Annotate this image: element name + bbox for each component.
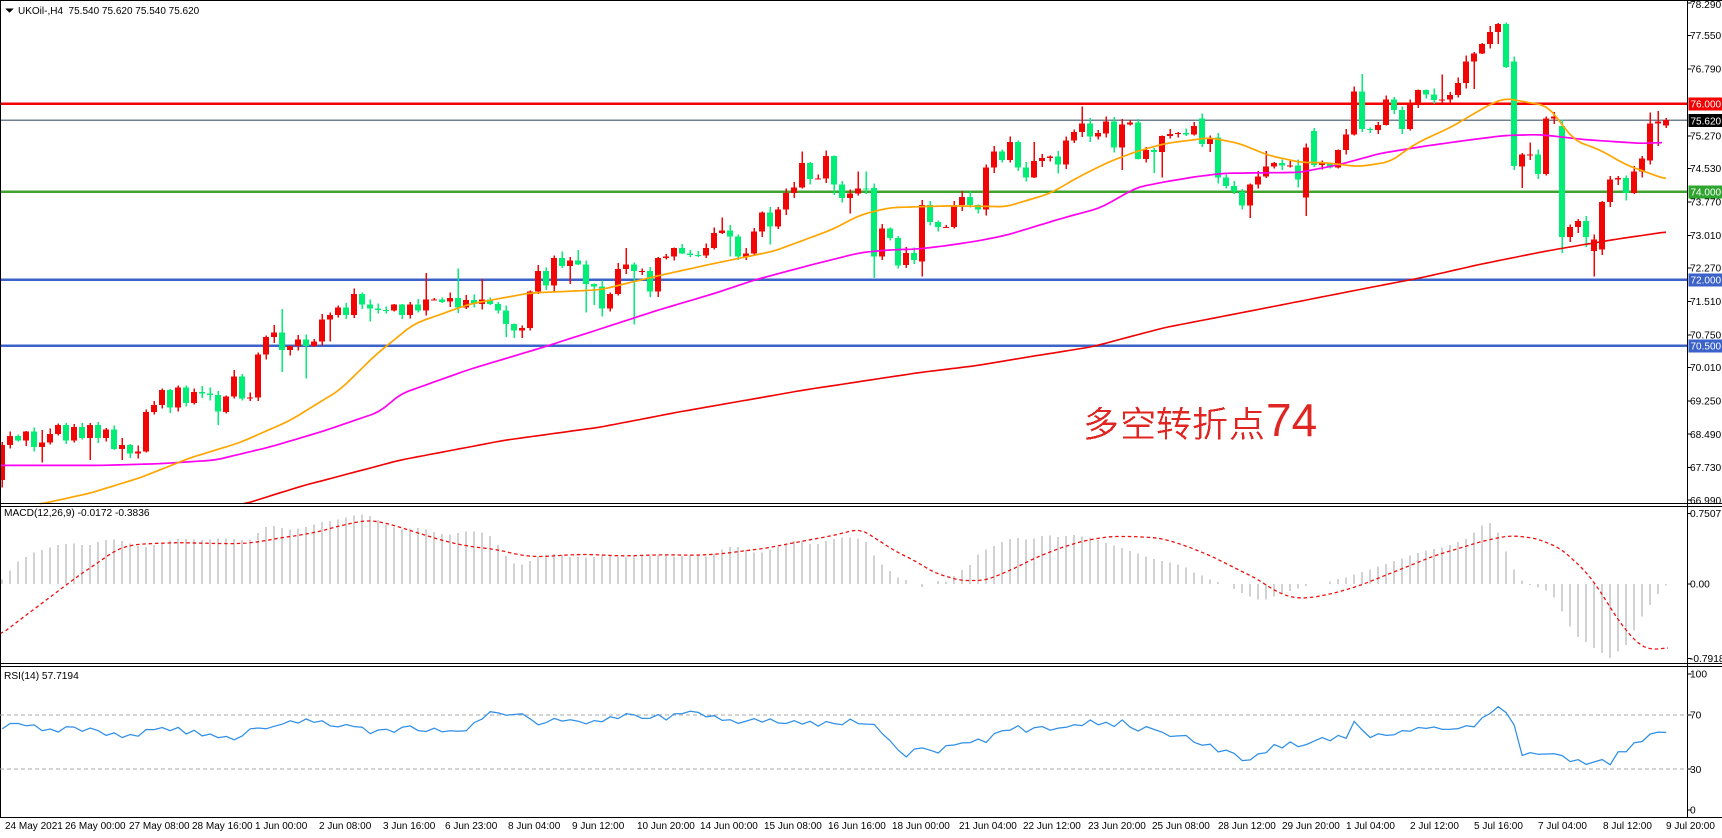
svg-text:22 Jun 12:00: 22 Jun 12:00: [1023, 821, 1081, 832]
svg-text:78.290: 78.290: [1690, 0, 1721, 11]
svg-text:15 Jun 08:00: 15 Jun 08:00: [764, 821, 822, 832]
svg-text:21 Jun 04:00: 21 Jun 04:00: [959, 821, 1017, 832]
svg-text:75.620: 75.620: [1691, 116, 1722, 127]
svg-text:67.730: 67.730: [1690, 463, 1721, 474]
svg-text:26 May 00:00: 26 May 00:00: [65, 821, 126, 832]
svg-text:69.250: 69.250: [1690, 396, 1721, 407]
svg-text:71.510: 71.510: [1690, 297, 1721, 308]
svg-text:0.00: 0.00: [1690, 580, 1710, 591]
svg-text:MACD(12,26,9) -0.0172 -0.3836: MACD(12,26,9) -0.0172 -0.3836: [4, 508, 150, 519]
svg-text:27 May 08:00: 27 May 08:00: [129, 821, 190, 832]
svg-text:3 Jun 16:00: 3 Jun 16:00: [383, 821, 436, 832]
svg-text:70.010: 70.010: [1690, 363, 1721, 374]
svg-text:18 Jun 00:00: 18 Jun 00:00: [892, 821, 950, 832]
svg-text:28 May 16:00: 28 May 16:00: [192, 821, 253, 832]
svg-text:-0.7918: -0.7918: [1690, 654, 1722, 665]
svg-text:100: 100: [1690, 670, 1707, 681]
svg-text:14 Jun 00:00: 14 Jun 00:00: [700, 821, 758, 832]
svg-text:76.000: 76.000: [1691, 100, 1722, 111]
svg-text:29 Jun 20:00: 29 Jun 20:00: [1282, 821, 1340, 832]
svg-text:68.490: 68.490: [1690, 430, 1721, 441]
svg-text:70.500: 70.500: [1691, 342, 1722, 353]
svg-text:2 Jul 12:00: 2 Jul 12:00: [1410, 821, 1459, 832]
svg-text:1 Jun 00:00: 1 Jun 00:00: [255, 821, 308, 832]
svg-text:70: 70: [1690, 710, 1702, 721]
svg-text:7 Jul 04:00: 7 Jul 04:00: [1538, 821, 1587, 832]
svg-text:66.990: 66.990: [1690, 496, 1721, 507]
svg-text:2 Jun 08:00: 2 Jun 08:00: [319, 821, 372, 832]
svg-text:77.550: 77.550: [1690, 31, 1721, 42]
svg-text:16 Jun 16:00: 16 Jun 16:00: [828, 821, 886, 832]
svg-text:70.750: 70.750: [1690, 330, 1721, 341]
svg-text:23 Jun 20:00: 23 Jun 20:00: [1088, 821, 1146, 832]
svg-text:74.000: 74.000: [1691, 188, 1722, 199]
svg-text:UKOil-,H4 75.540 75.620 75.54: UKOil-,H4 75.540 75.620 75.540 75.620: [18, 6, 200, 17]
svg-text:74: 74: [1266, 394, 1317, 446]
svg-text:73.770: 73.770: [1690, 198, 1721, 209]
svg-text:74.530: 74.530: [1690, 164, 1721, 175]
svg-text:0.7507: 0.7507: [1690, 509, 1721, 520]
svg-text:25 Jun 08:00: 25 Jun 08:00: [1152, 821, 1210, 832]
svg-text:6 Jun 23:00: 6 Jun 23:00: [445, 821, 498, 832]
svg-text:30: 30: [1690, 765, 1702, 776]
svg-text:1 Jul 04:00: 1 Jul 04:00: [1346, 821, 1395, 832]
svg-text:0: 0: [1690, 806, 1696, 817]
svg-text:75.270: 75.270: [1690, 132, 1721, 143]
svg-text:24 May 2021: 24 May 2021: [5, 821, 63, 832]
svg-text:8 Jul 12:00: 8 Jul 12:00: [1603, 821, 1652, 832]
svg-text:73.010: 73.010: [1690, 231, 1721, 242]
svg-text:5 Jul 16:00: 5 Jul 16:00: [1474, 821, 1523, 832]
svg-text:9 Jul 20:00: 9 Jul 20:00: [1666, 821, 1715, 832]
svg-text:RSI(14) 57.7194: RSI(14) 57.7194: [4, 671, 79, 682]
svg-text:10 Jun 20:00: 10 Jun 20:00: [637, 821, 695, 832]
svg-text:28 Jun 12:00: 28 Jun 12:00: [1218, 821, 1276, 832]
svg-text:72.270: 72.270: [1690, 264, 1721, 275]
svg-text:72.000: 72.000: [1691, 276, 1722, 287]
svg-text:76.790: 76.790: [1690, 65, 1721, 76]
svg-text:8 Jun 04:00: 8 Jun 04:00: [508, 821, 561, 832]
svg-text:9 Jun 12:00: 9 Jun 12:00: [572, 821, 625, 832]
